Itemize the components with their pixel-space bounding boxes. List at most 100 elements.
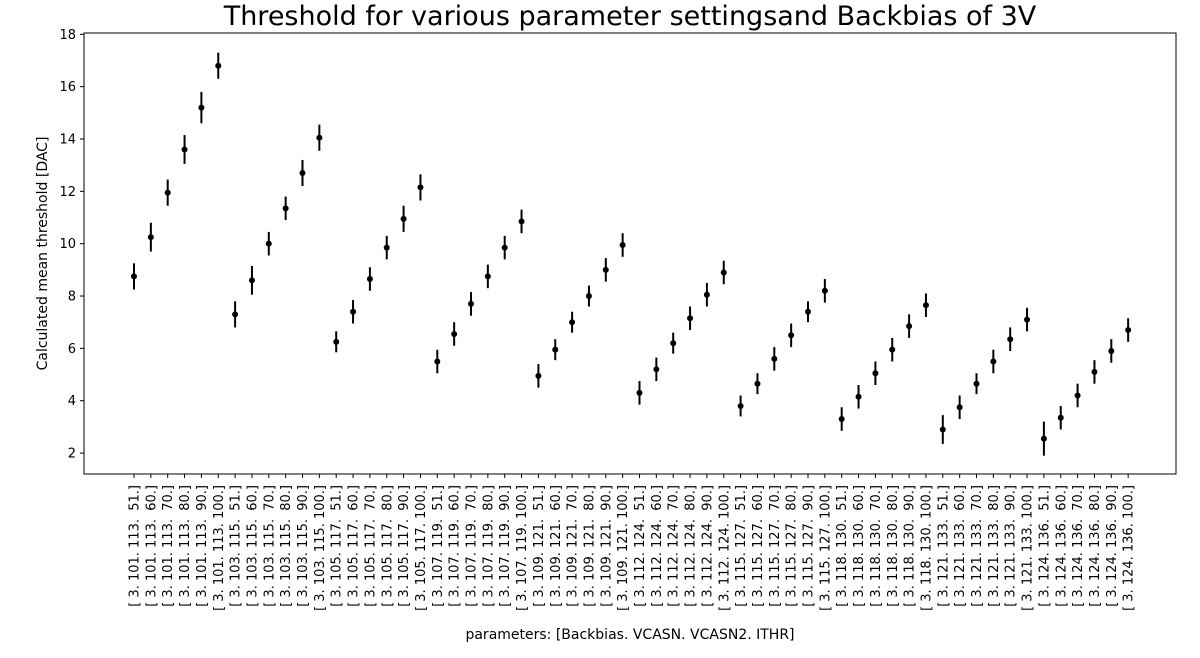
- data-point: [535, 372, 542, 379]
- y-tick-label: 4: [68, 394, 76, 409]
- data-point: [1091, 368, 1098, 375]
- x-tick-label: [ 3. 105. 117. 51.]: [330, 485, 345, 607]
- data-points: [131, 52, 1132, 456]
- data-point: [164, 189, 171, 196]
- x-tick-label: [ 3. 107. 119. 80.]: [481, 485, 496, 607]
- x-tick-label: [ 3. 112. 124. 90.]: [700, 485, 715, 607]
- x-axis: [ 3. 101. 113. 51.][ 3. 101. 113. 60.] [ …: [128, 474, 1137, 611]
- y-axis: 2 4 6 8 10 12 14 16 18: [59, 28, 84, 462]
- data-point: [484, 273, 491, 280]
- x-tick-label: [ 3. 103. 115. 51.]: [229, 485, 244, 607]
- x-tick-label: [ 3. 112. 124. 51.]: [633, 485, 648, 607]
- x-tick-label: [ 3. 112. 124. 100.]: [717, 485, 732, 611]
- data-point: [805, 308, 811, 315]
- x-tick-label: [ 3. 115. 127. 100.]: [818, 485, 833, 611]
- x-tick-label: [ 3. 103. 115. 100.]: [313, 485, 328, 611]
- data-point: [788, 332, 795, 339]
- data-point: [602, 266, 609, 273]
- x-tick-label: [ 3. 115. 127. 80.]: [785, 485, 800, 607]
- x-tick-label: [ 3. 121. 133. 80.]: [987, 485, 1002, 607]
- x-tick-label: [ 3. 101. 113. 51.]: [128, 485, 143, 607]
- x-tick-label: [ 3. 107. 119. 51.]: [431, 485, 446, 607]
- data-point: [922, 302, 929, 309]
- x-tick-label: [ 3. 115. 127. 60.]: [751, 485, 766, 607]
- x-tick-label: [ 3. 107. 119. 60.]: [448, 485, 463, 607]
- x-tick-label: [ 3. 124. 136. 70.]: [1071, 485, 1086, 607]
- x-tick-label: [ 3. 103. 115. 60.]: [245, 485, 260, 607]
- x-tick-label: [ 3. 124. 136. 51.]: [1037, 485, 1052, 607]
- x-tick-label: [ 3. 115. 127. 70.]: [768, 485, 783, 607]
- x-tick-label: [ 3. 105. 117. 70.]: [363, 485, 378, 607]
- x-tick-label: [ 3. 105. 117. 100.]: [414, 485, 429, 611]
- data-point: [181, 146, 188, 153]
- data-point: [147, 234, 154, 241]
- data-point: [585, 293, 592, 300]
- data-point: [198, 104, 205, 111]
- data-point: [299, 170, 306, 177]
- x-tick-label: [ 3. 118. 130. 51.]: [835, 485, 850, 607]
- data-point: [973, 380, 980, 387]
- data-point: [232, 311, 239, 318]
- x-tick-label: [ 3. 124. 136. 60.]: [1054, 485, 1069, 607]
- data-point: [636, 389, 643, 396]
- data-point: [501, 244, 508, 251]
- chart-title: Threshold for various parameter settings…: [223, 1, 1037, 32]
- data-point: [1040, 435, 1047, 442]
- x-tick-label: [ 3. 121. 133. 90.]: [1004, 485, 1019, 607]
- y-tick-label: 16: [59, 80, 76, 95]
- data-point: [366, 276, 373, 283]
- x-tick-label: [ 3. 109. 121. 80.]: [582, 485, 597, 607]
- data-point: [552, 346, 559, 353]
- x-tick-label: [ 3. 101. 113. 90.]: [195, 485, 210, 607]
- data-point: [248, 277, 255, 284]
- x-tick-label: [ 3. 107. 119. 90.]: [498, 485, 513, 607]
- data-point: [956, 404, 963, 411]
- data-point: [670, 340, 677, 347]
- x-tick-label: [ 3. 105. 117. 60.]: [347, 485, 362, 607]
- data-point: [754, 380, 761, 387]
- y-tick-label: 8: [68, 290, 76, 305]
- x-tick-label: [ 3. 107. 119. 70.]: [465, 485, 480, 607]
- x-tick-label: [ 3. 118. 130. 80.]: [886, 485, 901, 607]
- x-tick-label: [ 3. 121. 133. 60.]: [953, 485, 968, 607]
- x-tick-label: [ 3. 118. 130. 70.]: [869, 485, 884, 607]
- data-point: [282, 205, 289, 212]
- data-point: [821, 287, 828, 294]
- data-point: [990, 358, 997, 365]
- data-point: [619, 241, 626, 248]
- x-tick-label: [ 3. 103. 115. 70.]: [262, 485, 277, 607]
- data-point: [434, 358, 441, 365]
- x-tick-label: [ 3. 124. 136. 100.]: [1122, 485, 1137, 611]
- plot-frame: [83, 32, 1177, 475]
- x-tick-label: [ 3. 101. 113. 60.]: [144, 485, 159, 607]
- data-point: [1007, 336, 1014, 343]
- x-axis-label: parameters: [Backbias. VCASN. VCASN2. IT…: [465, 627, 794, 643]
- x-tick-label: [ 3. 115. 127. 51.]: [734, 485, 749, 607]
- x-tick-label: [ 3. 112. 124. 80.]: [684, 485, 699, 607]
- data-point: [889, 346, 896, 353]
- x-tick-label: [ 3. 118. 130. 60.]: [852, 485, 867, 607]
- data-point: [1057, 414, 1064, 421]
- y-tick-label: 10: [59, 237, 76, 252]
- data-point: [265, 240, 272, 247]
- data-point: [771, 355, 778, 362]
- data-point: [653, 366, 660, 373]
- data-point: [400, 215, 407, 222]
- data-point: [703, 291, 710, 298]
- data-point: [131, 273, 137, 280]
- y-tick-label: 14: [59, 132, 76, 147]
- data-point: [333, 338, 340, 345]
- x-tick-label: [ 3. 101. 113. 100.]: [212, 485, 227, 611]
- x-tick-label: [ 3. 121. 133. 70.]: [970, 485, 985, 607]
- x-tick-label: [ 3. 103. 115. 80.]: [279, 485, 294, 607]
- y-tick-label: 2: [68, 447, 76, 462]
- y-tick-label: 12: [59, 185, 76, 200]
- x-tick-label: [ 3. 109. 121. 60.]: [549, 485, 564, 607]
- x-tick-label: [ 3. 105. 117. 90.]: [397, 485, 412, 607]
- data-point: [350, 308, 357, 315]
- x-tick-label: [ 3. 105. 117. 80.]: [380, 485, 395, 607]
- x-tick-label: [ 3. 109. 121. 90.]: [599, 485, 614, 607]
- x-tick-label: [ 3. 121. 133. 100.]: [1021, 485, 1036, 611]
- data-point: [1108, 347, 1115, 354]
